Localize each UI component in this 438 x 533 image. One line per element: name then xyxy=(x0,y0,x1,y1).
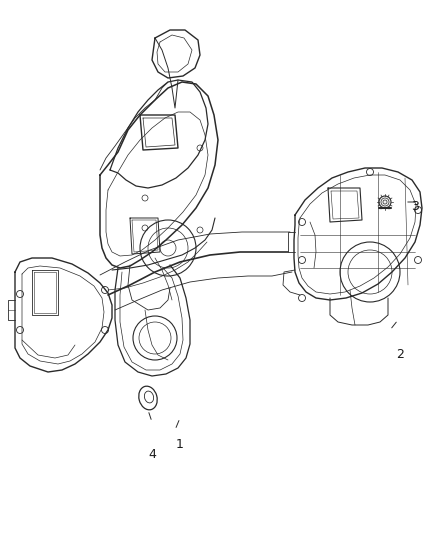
Text: 3: 3 xyxy=(411,200,419,214)
Text: 1: 1 xyxy=(176,439,184,451)
Circle shape xyxy=(379,196,391,208)
Text: 4: 4 xyxy=(148,448,156,462)
Text: 2: 2 xyxy=(396,349,404,361)
